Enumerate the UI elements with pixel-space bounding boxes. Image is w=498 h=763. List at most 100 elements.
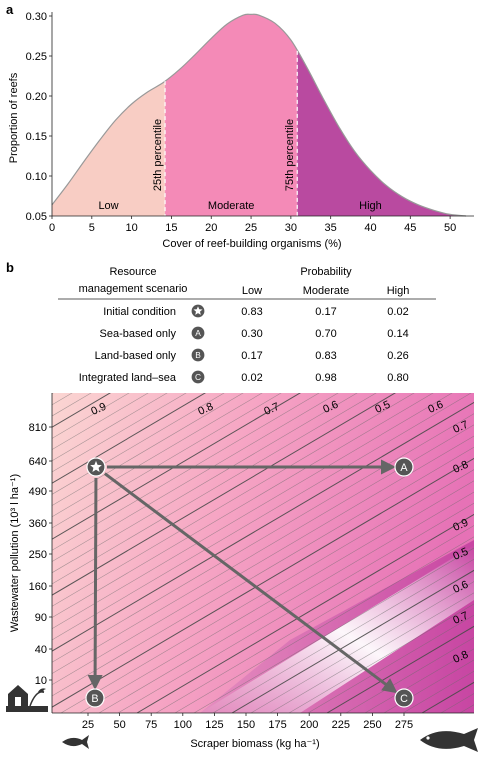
row-value: 0.30 xyxy=(241,328,262,340)
row-value: 0.02 xyxy=(241,372,262,384)
heat-x-tick-label: 50 xyxy=(113,719,125,731)
y-tick-label: 0.05 xyxy=(26,211,47,223)
panel-b-label: b xyxy=(6,260,14,275)
table-row: Sea-based only A 0.30 0.70 0.14 xyxy=(100,325,409,341)
panel-a-label: a xyxy=(6,2,14,17)
table-row: Integrated land–sea C 0.02 0.98 0.80 xyxy=(79,369,409,385)
contour-line xyxy=(52,393,339,562)
x-tick-label: 45 xyxy=(404,222,416,234)
row-label: Land-based only xyxy=(95,350,177,362)
heat-y-axis-label: Wastewater pollution (10³ l ha⁻¹) xyxy=(9,474,21,632)
contour-line xyxy=(117,502,474,713)
svg-text:B: B xyxy=(195,350,201,360)
svg-text:A: A xyxy=(400,462,408,474)
table-header-probability: Probability xyxy=(300,266,352,278)
svg-text:B: B xyxy=(91,693,98,705)
density-chart: 25th percentile 75th percentile Low Moderat… xyxy=(26,11,474,234)
heat-y-tick-label: 10 xyxy=(35,675,47,687)
contour-line xyxy=(52,393,377,585)
heat-x-tick-label: 150 xyxy=(237,719,255,731)
contour-line xyxy=(52,393,415,607)
x-tick-label: 15 xyxy=(165,222,177,234)
contour-line xyxy=(52,393,282,529)
y-axis-label: Proportion of reefs xyxy=(8,72,20,163)
contour-line xyxy=(79,480,474,713)
contour-line xyxy=(52,393,263,518)
marker-b: B xyxy=(85,688,105,708)
table-col-low: Low xyxy=(242,285,262,297)
contour-line xyxy=(52,413,474,663)
x-axis-label: Cover of reef-building organisms (%) xyxy=(162,238,341,250)
contour-label: 0.7 xyxy=(451,610,470,627)
region-label-moderate: Moderate xyxy=(208,200,254,212)
contour-line xyxy=(326,625,474,713)
heat-x-tick-label: 275 xyxy=(395,719,413,731)
x-tick-label: 35 xyxy=(325,222,337,234)
contour-line xyxy=(136,513,474,713)
table-header-scenario-2: management scenario xyxy=(79,283,188,295)
contour-label: 0.6 xyxy=(426,399,445,416)
probability-surface xyxy=(52,393,474,713)
row-value: 0.83 xyxy=(315,350,336,362)
contour-line xyxy=(52,401,474,652)
x-tick-label: 10 xyxy=(125,222,137,234)
contour-line xyxy=(52,393,472,641)
contour-label: 0.6 xyxy=(451,579,470,596)
heat-y-tick-label: 90 xyxy=(35,612,47,624)
region-high xyxy=(297,49,467,216)
contour-line xyxy=(52,393,244,506)
row-value: 0.02 xyxy=(387,306,408,318)
arrow-star-to-C xyxy=(103,472,398,694)
large-fish-icon xyxy=(420,728,478,752)
heat-y-tick-label: 490 xyxy=(29,486,47,498)
heat-x-axis-label: Scraper biomass (kg ha⁻¹) xyxy=(190,738,319,750)
heat-x-tick-label: 200 xyxy=(300,719,318,731)
contour-line xyxy=(60,469,474,713)
x-tick-label: 25 xyxy=(245,222,257,234)
marker-c: C xyxy=(190,369,206,385)
contour-line xyxy=(52,435,474,686)
house-icon xyxy=(6,685,48,712)
star-icon xyxy=(193,306,203,315)
table-col-high: High xyxy=(387,285,410,297)
contour-label: 0.8 xyxy=(451,459,470,476)
heat-x-tick-label: 225 xyxy=(332,719,350,731)
x-tick-label: 0 xyxy=(49,222,55,234)
region-label-low: Low xyxy=(98,200,118,212)
contour-label: 0.8 xyxy=(196,401,215,418)
contour-label: 0.8 xyxy=(451,649,470,666)
row-value: 0.83 xyxy=(241,306,262,318)
contour-line xyxy=(52,393,453,630)
star-marker xyxy=(86,457,106,477)
contour-line xyxy=(52,393,168,462)
heat-x-tick-label: 175 xyxy=(268,719,286,731)
contour-label: 0.6 xyxy=(321,399,340,416)
arrow-star-to-B xyxy=(87,477,103,691)
x-tick-label: 30 xyxy=(285,222,297,234)
contour-line xyxy=(52,424,474,674)
contour-line xyxy=(193,547,474,713)
percentile-label-1: 75th percentile xyxy=(284,119,296,191)
svg-text:A: A xyxy=(195,328,201,338)
region-moderate xyxy=(165,14,298,216)
contour-line xyxy=(288,603,474,713)
y-tick-label: 0.30 xyxy=(26,11,47,23)
svg-text:C: C xyxy=(400,693,408,705)
star-marker xyxy=(190,303,206,319)
contour-line xyxy=(52,393,130,439)
row-label: Initial condition xyxy=(103,306,176,318)
contour-line xyxy=(52,393,187,473)
contour-line xyxy=(52,393,207,484)
row-value: 0.14 xyxy=(387,328,408,340)
contour-line xyxy=(307,614,474,713)
contour-line xyxy=(52,457,474,708)
row-value: 0.70 xyxy=(315,328,336,340)
heat-y-tick-label: 40 xyxy=(35,644,47,656)
heat-x-tick-label: 100 xyxy=(174,719,192,731)
x-tick-label: 20 xyxy=(205,222,217,234)
marker-b: B xyxy=(190,347,206,363)
contour-line xyxy=(52,393,225,495)
region-low xyxy=(52,81,166,216)
row-label: Integrated land–sea xyxy=(79,372,177,384)
